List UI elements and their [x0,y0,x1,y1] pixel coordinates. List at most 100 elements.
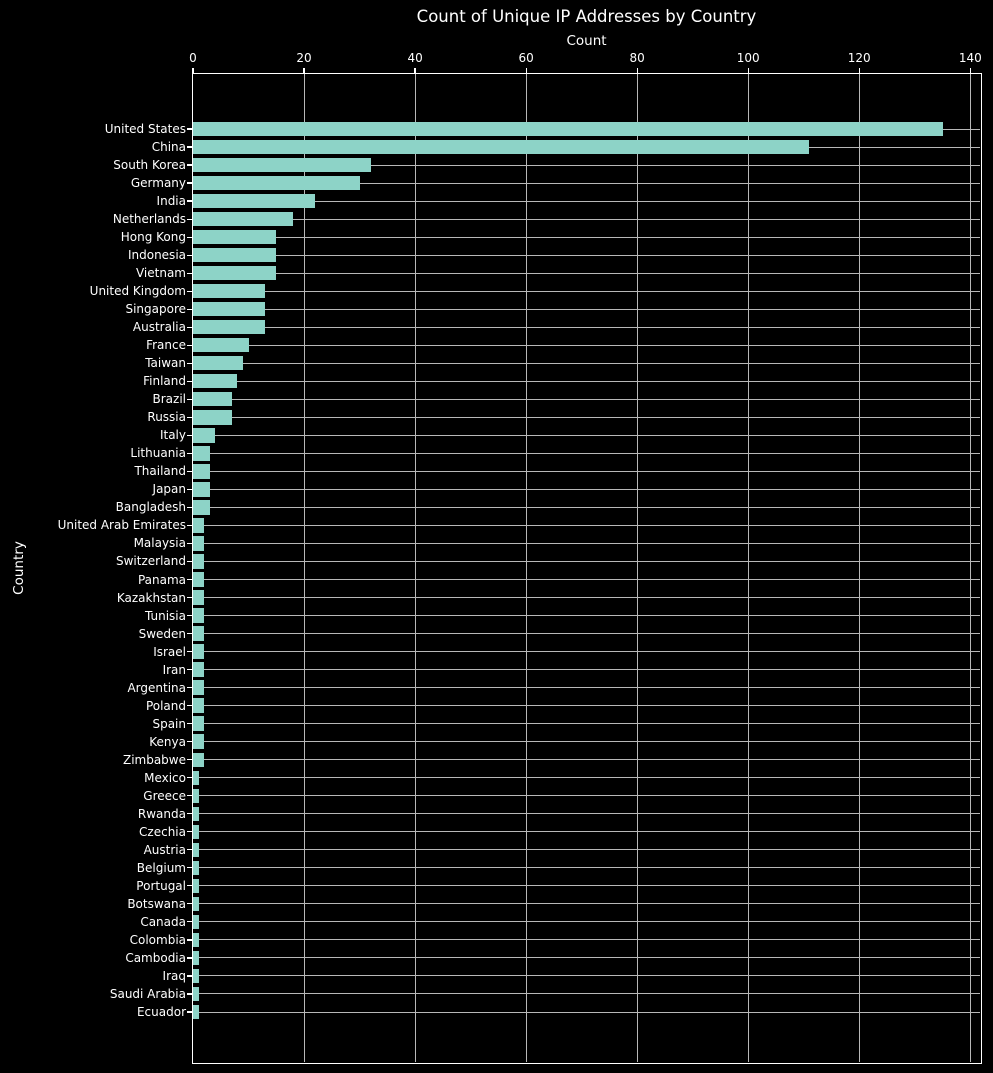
y-tick-label: Canada [140,914,186,929]
x-tick-label: 140 [958,51,982,65]
y-tick [186,308,192,310]
bar [193,356,243,371]
y-tick [186,254,192,256]
y-tick-label: Greece [143,788,186,803]
bar [193,302,266,317]
bar [193,716,205,731]
y-tick-label: Brazil [152,392,187,407]
bar [193,121,943,137]
y-tick-label: China [151,140,186,155]
y-gridline [193,579,980,580]
y-gridline [193,777,980,779]
y-tick [186,362,192,364]
y-gridline [193,218,980,220]
y-gridline [193,272,980,274]
bar [193,752,205,767]
bar [193,608,205,623]
y-gridline [193,633,980,635]
y-tick [186,218,192,220]
y-tick-label: Finland [143,374,186,389]
y-tick-label: United States [104,122,186,136]
y-gridline [193,254,980,256]
y-tick-label: Panama [137,572,186,587]
x-tick-label: 0 [189,51,197,65]
y-tick [186,380,192,382]
y-tick-label: Botswana [127,896,186,911]
bar [193,986,199,1002]
y-tick [186,939,192,941]
y-gridline [193,651,980,653]
y-tick-label: Ecuador [136,1005,186,1019]
bar [193,1004,199,1020]
x-tick [414,67,416,73]
y-tick-label: Belgium [136,860,186,875]
bar [193,410,232,425]
bar [193,175,360,191]
y-tick-label: Argentina [127,680,186,695]
y-gridline [193,290,980,292]
y-gridline [193,182,980,184]
bar [193,680,205,695]
y-gridline [193,362,980,364]
bar [193,968,199,984]
y-tick-label: Italy [159,428,186,443]
bar [193,950,199,966]
y-tick-label: Switzerland [116,554,186,569]
x-tick [747,67,749,73]
y-tick-label: Lithuania [130,446,186,461]
bar [193,247,277,263]
bar [193,518,205,533]
bar [193,392,232,407]
y-gridline [193,524,980,526]
y-gridline [193,705,980,707]
y-gridline [193,615,980,617]
y-tick-label: United Arab Emirates [57,518,186,533]
y-tick-label: Portugal [136,878,186,893]
y-tick-label: Germany [130,176,186,191]
x-tick [525,67,527,73]
bar [193,428,216,443]
y-tick [186,831,192,833]
bar [193,842,199,857]
y-tick-label: Bangladesh [115,500,186,515]
bar [193,572,205,587]
y-gridline [193,470,980,472]
bar [193,770,199,785]
y-tick-label: Singapore [125,302,186,317]
y-tick [186,885,192,887]
y-gridline [193,813,980,815]
y-tick-label: Vietnam [135,266,186,281]
y-gridline [193,669,980,671]
y-tick [186,344,192,346]
y-gridline [193,723,980,725]
x-axis-title: Count [566,33,607,49]
bar [193,896,199,912]
y-gridline [193,416,980,418]
y-gridline [193,975,980,977]
y-tick-label: Thailand [134,464,186,479]
y-tick-label: Czechia [139,824,186,839]
bar [193,139,810,155]
y-tick [186,146,192,148]
y-gridline [193,597,980,599]
x-gridline [969,74,971,1062]
bar [193,914,199,930]
x-gridline [303,74,305,1062]
bar [193,662,205,677]
bar [193,734,205,749]
y-tick [186,596,192,599]
bar [193,320,266,335]
y-gridline [193,542,980,544]
plot-border [191,72,982,1064]
x-gridline [636,74,638,1062]
bar [193,554,205,569]
y-tick [186,993,192,995]
y-tick-label: Japan [152,482,186,497]
y-gridline [193,993,980,995]
bar [193,788,199,803]
y-tick-label: Taiwan [145,356,186,371]
bar [193,193,316,209]
bar [193,824,199,839]
bar [193,464,210,479]
